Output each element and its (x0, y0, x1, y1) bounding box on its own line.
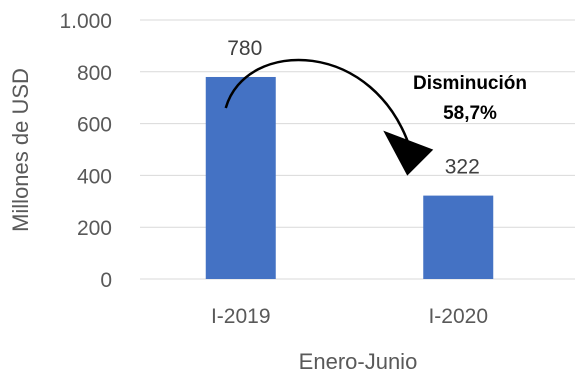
data-label: 322 (445, 156, 480, 179)
decrease-arrow (224, 58, 434, 176)
x-tick-label: I-2020 (428, 305, 488, 328)
bars (205, 76, 494, 279)
y-tick-label: 600 (77, 114, 112, 137)
y-tick-label: 400 (77, 165, 112, 188)
y-tick-label: 0 (100, 269, 112, 292)
annotation-line1: Disminución (413, 73, 527, 94)
y-tick-label: 200 (77, 217, 112, 240)
data-label: 780 (227, 37, 262, 60)
y-axis-ticks: 0 200 400 600 800 1.000 (59, 10, 112, 292)
y-tick-label: 800 (77, 62, 112, 85)
y-axis-label: Millones de USD (8, 68, 33, 232)
x-axis-label: Enero-Junio (299, 349, 418, 374)
arrow-head (383, 130, 434, 176)
bar (423, 195, 494, 279)
y-tick-label: 1.000 (59, 10, 112, 33)
bar (205, 76, 276, 279)
data-labels: 780 322 (227, 37, 480, 179)
x-tick-label: I-2019 (211, 305, 271, 328)
x-axis-ticks: I-2019 I-2020 (211, 305, 488, 328)
gridlines (140, 19, 575, 280)
arrow-curve (224, 58, 413, 152)
annotation-line2: 58,7% (443, 103, 497, 124)
